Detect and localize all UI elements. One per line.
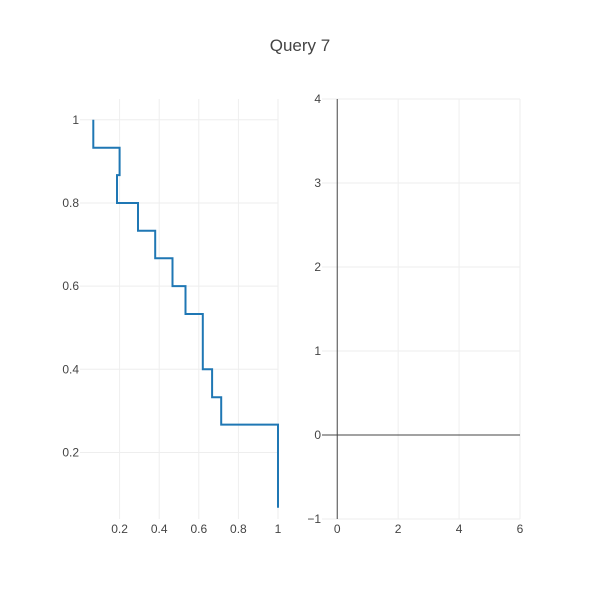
left-x-tick-label: 0.2 (111, 522, 128, 536)
left-gridlines (80, 99, 279, 519)
left-y-tick-label: 0.6 (62, 279, 79, 293)
chart-title: Query 7 (270, 36, 330, 55)
right-y-tick-label: 3 (314, 176, 321, 190)
left-x-tick-label: 1 (275, 522, 282, 536)
right-x-tick-label: 0 (334, 522, 341, 536)
right-y-tick-labels: −1 0 1 2 3 4 (307, 92, 321, 526)
right-x-tick-labels: 0 2 4 6 (334, 522, 524, 536)
left-x-tick-label: 0.6 (190, 522, 207, 536)
right-x-tick-label: 4 (456, 522, 463, 536)
left-y-tick-label: 0.4 (62, 362, 79, 376)
right-y-tick-label: 0 (314, 428, 321, 442)
right-y-tick-label: −1 (307, 512, 321, 526)
left-y-tick-labels: 0.2 0.4 0.6 0.8 1 (62, 113, 79, 460)
left-y-tick-label: 0.8 (62, 196, 79, 210)
right-y-tick-label: 1 (314, 344, 321, 358)
right-zero-lines (322, 99, 520, 519)
right-y-tick-label: 2 (314, 260, 321, 274)
left-y-tick-label: 0.2 (62, 445, 79, 459)
right-x-tick-label: 2 (395, 522, 402, 536)
right-plot: 0 2 4 6 −1 0 1 2 3 4 (307, 92, 523, 536)
left-x-tick-label: 0.4 (151, 522, 168, 536)
left-series (92, 119, 279, 508)
left-plot: 0.2 0.4 0.6 0.8 1 0.2 0.4 0.6 0.8 1 (62, 99, 282, 536)
right-x-tick-label: 6 (517, 522, 524, 536)
right-y-tick-label: 4 (314, 92, 321, 106)
left-x-tick-label: 0.8 (230, 522, 247, 536)
precision-recall-line (92, 119, 279, 508)
right-gridlines (322, 98, 521, 520)
left-y-tick-label: 1 (72, 113, 79, 127)
left-x-tick-labels: 0.2 0.4 0.6 0.8 1 (111, 522, 281, 536)
